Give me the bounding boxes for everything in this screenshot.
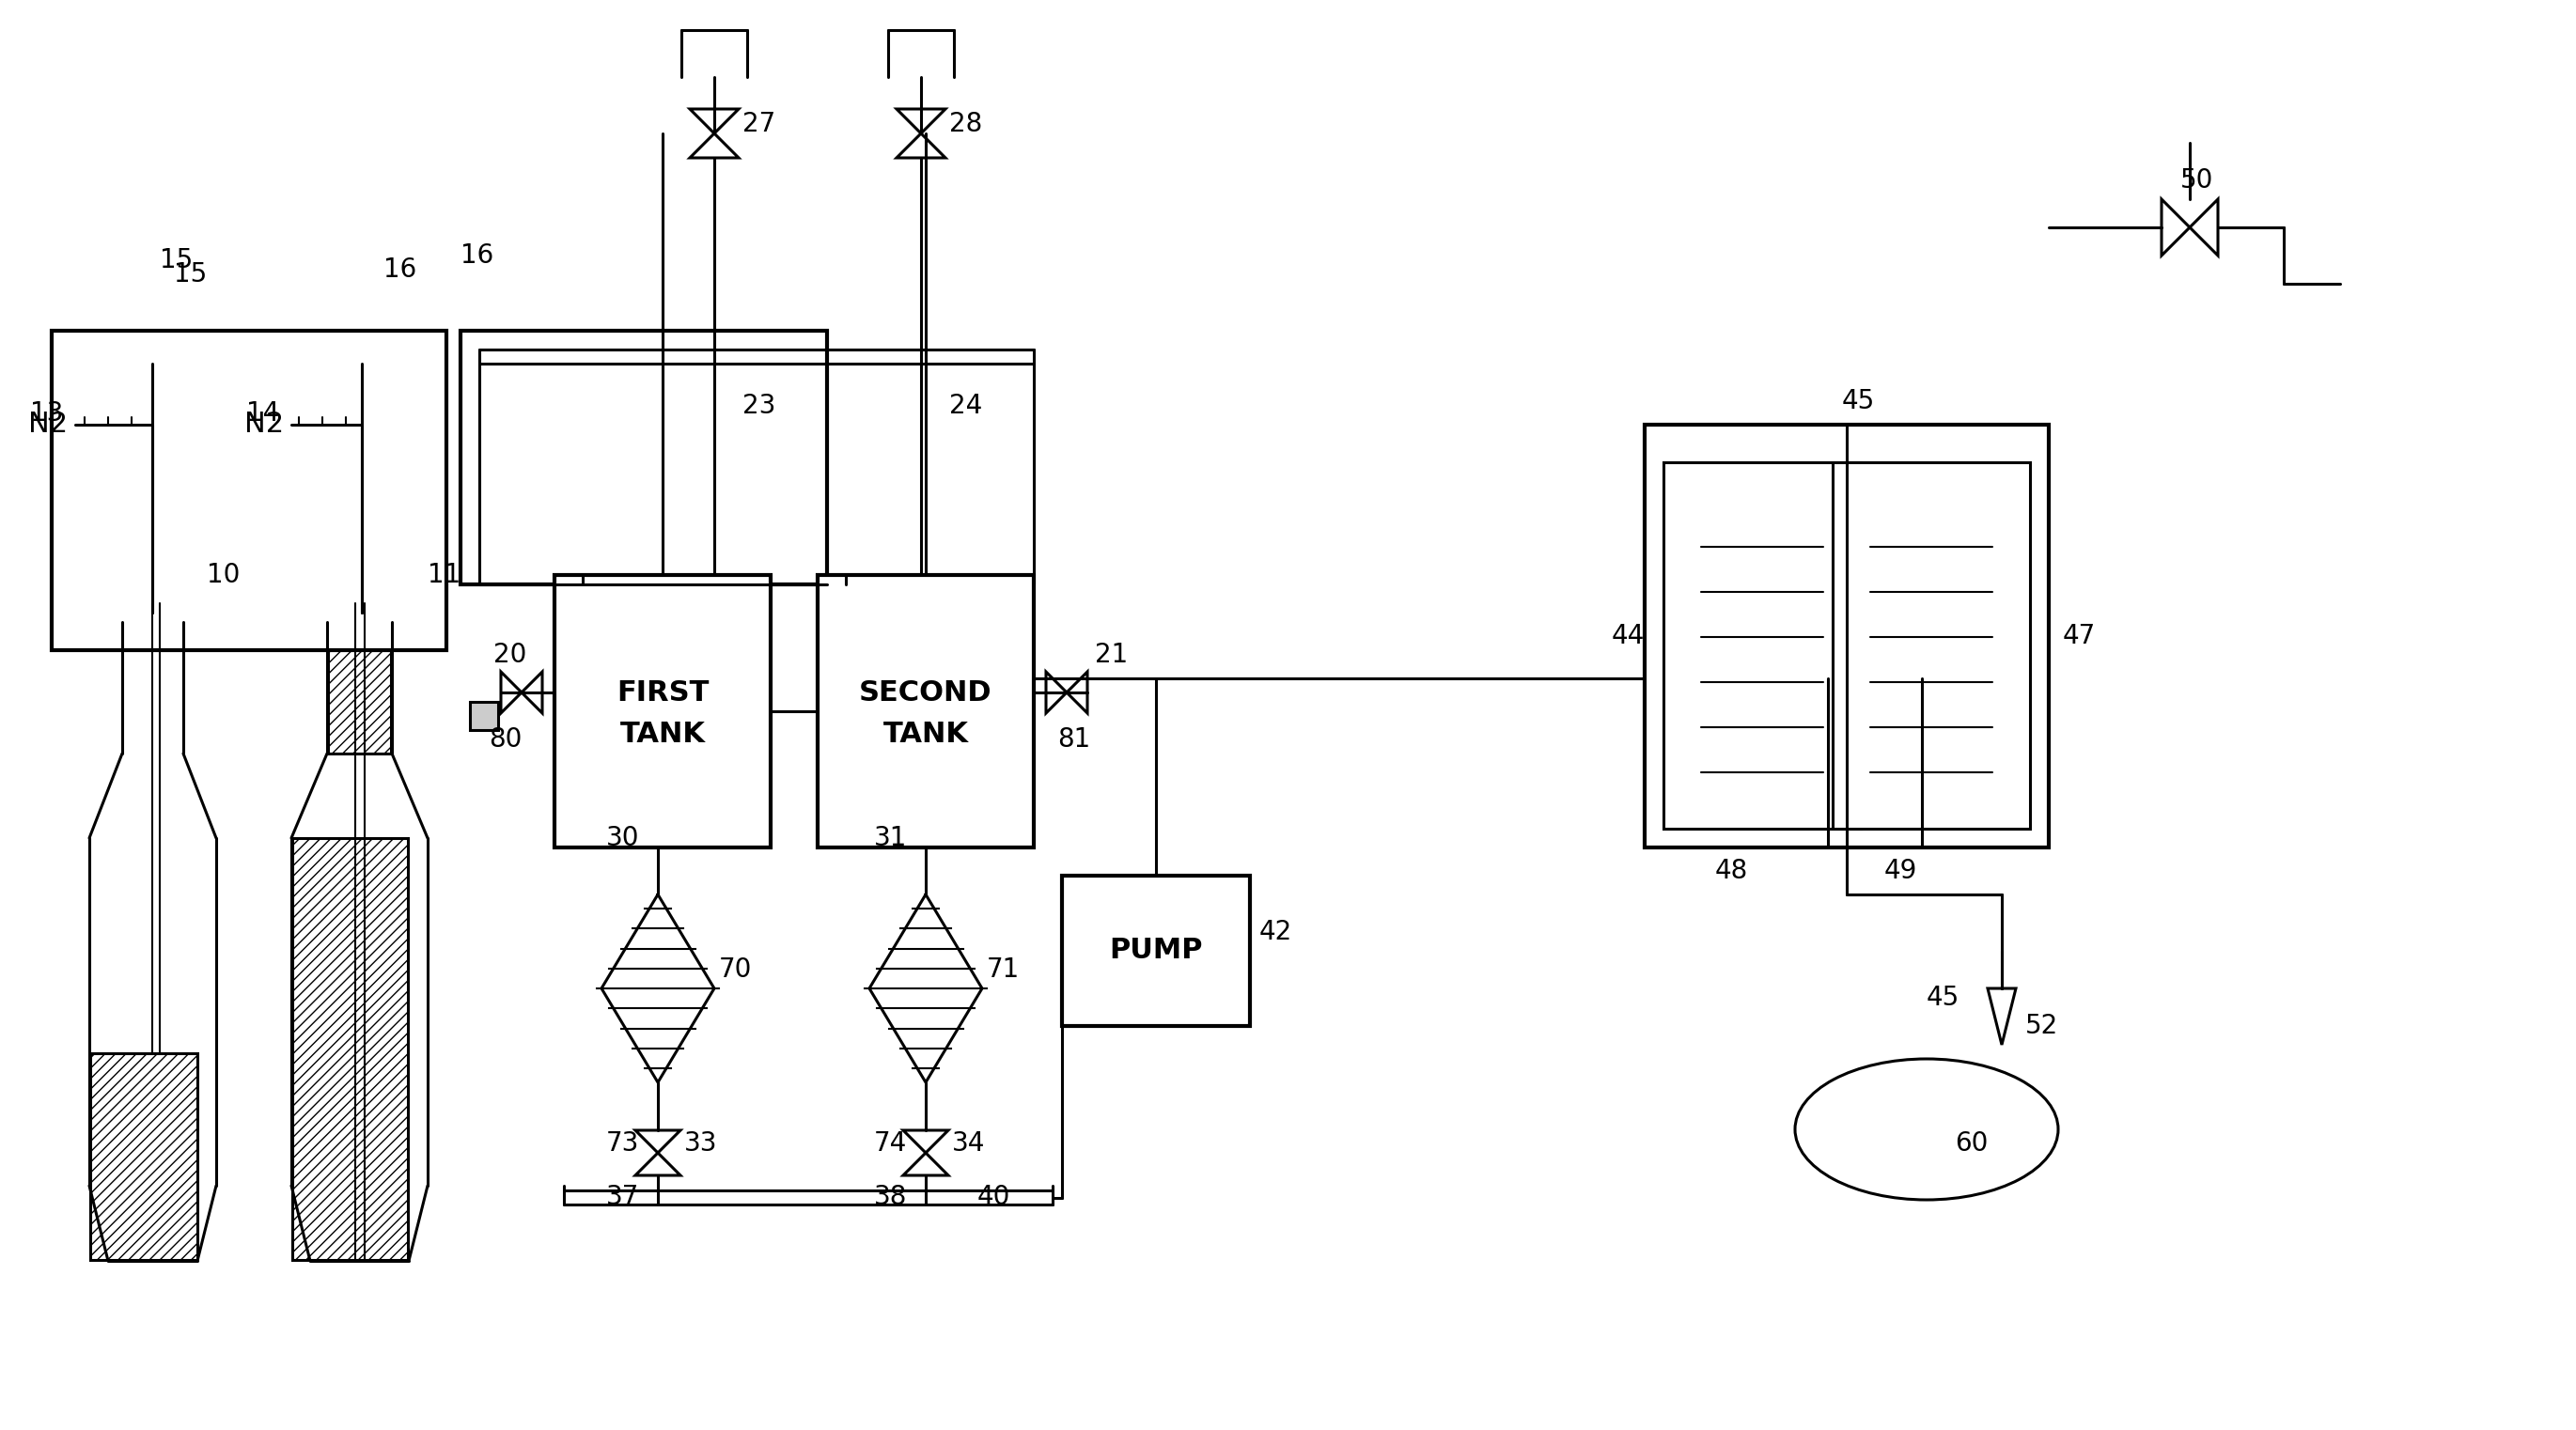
Text: FIRST: FIRST xyxy=(616,679,708,706)
Text: 70: 70 xyxy=(719,957,752,982)
Text: 27: 27 xyxy=(742,112,775,137)
Text: N2: N2 xyxy=(28,410,67,439)
Polygon shape xyxy=(1989,988,2017,1045)
Text: 33: 33 xyxy=(685,1130,719,1157)
Text: 49: 49 xyxy=(1883,858,1917,884)
Text: SECOND: SECOND xyxy=(860,679,992,706)
Polygon shape xyxy=(1066,672,1087,714)
Polygon shape xyxy=(636,1153,680,1175)
Polygon shape xyxy=(690,133,739,157)
Text: 16: 16 xyxy=(461,243,495,269)
Text: 45: 45 xyxy=(1927,985,1960,1011)
Text: 13: 13 xyxy=(31,400,64,426)
Bar xyxy=(1061,875,1249,1025)
Polygon shape xyxy=(1046,672,1066,714)
Text: 47: 47 xyxy=(2063,623,2097,649)
Text: 30: 30 xyxy=(605,825,639,851)
Text: 37: 37 xyxy=(605,1184,639,1210)
Text: 52: 52 xyxy=(2025,1012,2058,1040)
Polygon shape xyxy=(520,672,544,714)
Text: TANK: TANK xyxy=(621,721,706,748)
Bar xyxy=(817,575,1033,848)
Text: 38: 38 xyxy=(873,1184,907,1210)
Text: 42: 42 xyxy=(1260,919,1293,945)
Text: 15: 15 xyxy=(160,247,193,273)
Bar xyxy=(1870,490,1991,801)
Text: TANK: TANK xyxy=(884,721,969,748)
Bar xyxy=(1643,425,2048,848)
Text: 34: 34 xyxy=(953,1130,984,1157)
Text: 21: 21 xyxy=(1095,642,1128,668)
Polygon shape xyxy=(690,109,739,133)
Text: 50: 50 xyxy=(2179,167,2213,193)
Bar xyxy=(469,702,497,731)
Polygon shape xyxy=(2190,199,2218,256)
Bar xyxy=(291,838,407,1260)
Text: 40: 40 xyxy=(976,1184,1010,1210)
Text: 15: 15 xyxy=(173,262,206,287)
Bar xyxy=(327,622,392,754)
Bar xyxy=(554,575,770,848)
Text: 45: 45 xyxy=(1842,388,1875,415)
Text: 20: 20 xyxy=(495,642,526,668)
Text: 73: 73 xyxy=(605,1130,639,1157)
Text: N2: N2 xyxy=(245,410,283,439)
Text: 28: 28 xyxy=(948,112,981,137)
Bar xyxy=(461,330,827,585)
Text: 71: 71 xyxy=(987,957,1020,982)
Text: 60: 60 xyxy=(1955,1130,1989,1157)
Bar xyxy=(1664,462,1860,829)
Bar xyxy=(52,330,446,651)
Polygon shape xyxy=(904,1130,948,1153)
Polygon shape xyxy=(636,1130,680,1153)
Text: 16: 16 xyxy=(384,256,417,283)
Text: 81: 81 xyxy=(1056,726,1090,752)
Text: 31: 31 xyxy=(873,825,907,851)
Text: 14: 14 xyxy=(247,400,278,426)
Polygon shape xyxy=(896,109,945,133)
Text: 48: 48 xyxy=(1716,858,1749,884)
Polygon shape xyxy=(904,1153,948,1175)
Polygon shape xyxy=(500,672,520,714)
Text: 80: 80 xyxy=(489,726,523,752)
Ellipse shape xyxy=(1795,1058,2058,1200)
Bar xyxy=(1700,490,1824,801)
Bar xyxy=(90,1054,198,1260)
Text: 11: 11 xyxy=(428,562,461,588)
Text: 24: 24 xyxy=(948,393,981,419)
Text: PUMP: PUMP xyxy=(1110,937,1203,964)
Text: 44: 44 xyxy=(1613,623,1646,649)
Polygon shape xyxy=(896,133,945,157)
Text: 23: 23 xyxy=(742,393,775,419)
Polygon shape xyxy=(2161,199,2190,256)
Text: 10: 10 xyxy=(206,562,240,588)
Bar xyxy=(1832,462,2030,829)
Text: 74: 74 xyxy=(873,1130,907,1157)
